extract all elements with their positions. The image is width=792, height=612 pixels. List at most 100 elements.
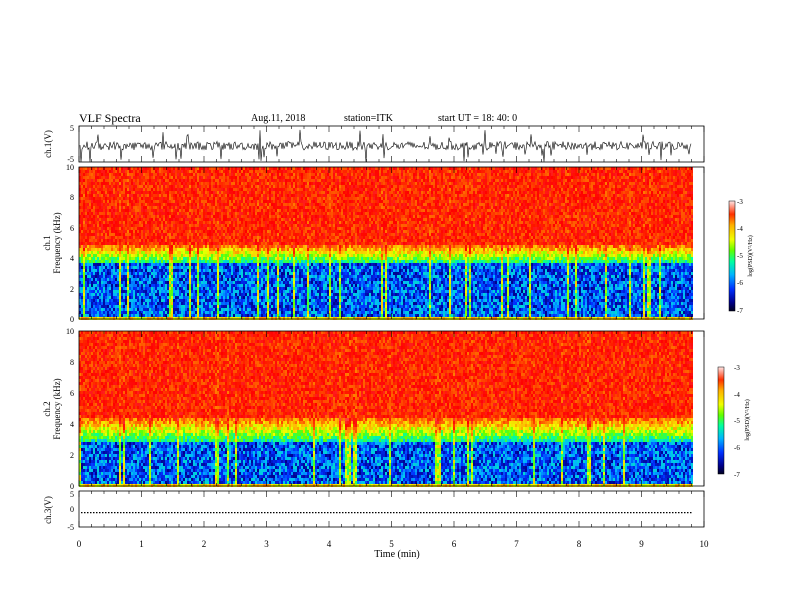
ch1-spectrogram-cell (137, 296, 139, 299)
ch1-spectrogram-cell (221, 287, 223, 290)
ch1-spectrogram-cell (241, 302, 243, 305)
ch1-spectrogram-cell (267, 218, 269, 221)
ch1-spectrogram-cell (79, 167, 81, 170)
ch1-spectrogram-cell (211, 182, 213, 185)
ch1-spectrogram-cell (195, 221, 197, 224)
ch1-spectrogram-cell (161, 242, 163, 245)
ch1-spectrogram-cell (115, 284, 117, 287)
ch1-spectrogram-cell (79, 287, 81, 290)
ch1-spectrogram-cell (243, 260, 245, 263)
ch1-spectrogram-cell (213, 170, 215, 173)
ch1-spectrogram-cell (207, 197, 209, 200)
ch1-spectrogram-cell (221, 314, 223, 317)
ch1-spectrogram-cell (147, 269, 149, 272)
ch1-spectrogram-cell (133, 302, 135, 305)
ch1-spectrogram-cell (221, 182, 223, 185)
ch1-spectrogram-cell (117, 263, 119, 266)
ch1-spectrogram-cell (183, 245, 185, 248)
ch1-spectrogram-cell (105, 257, 107, 260)
ch1-spectrogram-cell (171, 305, 173, 308)
ch1-spectrogram-cell (251, 203, 253, 206)
ch1-spectrogram-cell (267, 254, 269, 257)
ch1-spectrogram-cell (241, 182, 243, 185)
ch1-spectrogram-cell (169, 257, 171, 260)
ch1-spectrogram-cell (203, 251, 205, 254)
ch1-spectrogram-cell (143, 260, 145, 263)
ch1-spectrogram-cell (111, 287, 113, 290)
ch1-spectrogram-cell (259, 299, 261, 302)
ch1-spectrogram-cell (113, 200, 115, 203)
ch1-spectrogram-cell (95, 197, 97, 200)
ch1-spectrogram-cell (197, 302, 199, 305)
ch1-spectrogram-cell (175, 197, 177, 200)
ch1-spectrogram-cell (189, 191, 191, 194)
ch1-spectrogram-cell (141, 191, 143, 194)
ch1-spectrogram-cell (159, 302, 161, 305)
ch1-spectrogram-cell (83, 182, 85, 185)
ch1-spectrogram-cell (83, 278, 85, 281)
ch1-spectrogram-cell (213, 266, 215, 269)
ch1-spectrogram-cell (153, 287, 155, 290)
ch1-spectrogram-cell (157, 188, 159, 191)
ch1-spectrogram-cell (129, 287, 131, 290)
ch1-spectrogram-cell (101, 191, 103, 194)
ch1-spectrogram-cell (217, 290, 219, 293)
ch1-spectrogram-cell (247, 293, 249, 296)
ch1-spectrogram-cell (123, 221, 125, 224)
ch1-spectrogram-cell (189, 263, 191, 266)
ch1-spectrogram-cell (159, 197, 161, 200)
ch1-spectrogram-cell (123, 230, 125, 233)
date-label: Aug.11, 2018 (251, 113, 305, 124)
ch1-spectrogram-cell (137, 212, 139, 215)
ch1-spectrogram-cell (151, 287, 153, 290)
ch1-spectrogram-cell (147, 281, 149, 284)
ch1-spectrogram-cell (155, 176, 157, 179)
ch1-spectrogram-cell (223, 233, 225, 236)
ch1-spectrogram-cell (181, 209, 183, 212)
ch1-spectrogram-cell (239, 284, 241, 287)
ch1-spectrogram-cell (269, 215, 271, 218)
ch1-spectrogram-cell (99, 317, 101, 320)
ch1-spectrogram-cell (227, 227, 229, 230)
ch1-spectrogram-cell (99, 194, 101, 197)
ch1-spectrogram-cell (211, 191, 213, 194)
ch1-spectrogram-cell (255, 284, 257, 287)
ch1-spectrogram-cell (175, 170, 177, 173)
ch1-spectrogram-cell (167, 197, 169, 200)
ch1-spectrogram-cell (207, 281, 209, 284)
ch1-spectrogram-cell (165, 215, 167, 218)
ch1-spectrogram-cell (177, 194, 179, 197)
ch1-spectrogram-cell (259, 260, 261, 263)
ch1-spectrogram-cell (263, 209, 265, 212)
ch1-spectrogram-cell (233, 260, 235, 263)
ch1-spectrogram-cell (89, 167, 91, 170)
ch1-spectrogram-cell (143, 212, 145, 215)
ch1-spectrogram-cell (165, 290, 167, 293)
ch1-spectrogram-cell (223, 302, 225, 305)
ch1-spectrogram-cell (89, 278, 91, 281)
ch1-spectrogram-cell (91, 233, 93, 236)
ch1-spectrogram-cell (89, 221, 91, 224)
ch1-spectrogram-cell (265, 215, 267, 218)
ch1-spectrogram-cell (121, 248, 123, 251)
ch1-spectrogram-cell (225, 218, 227, 221)
ch1-spectrogram-cell (209, 206, 211, 209)
ch1-spectrogram-cell (263, 191, 265, 194)
ch1-spectrogram-cell (211, 242, 213, 245)
ch1-spectrogram-cell (189, 284, 191, 287)
ch1-spectrogram-cell (101, 272, 103, 275)
ch1-spectrogram-cell (83, 251, 85, 254)
ch1-spectrogram-cell (123, 176, 125, 179)
ch1-spectrogram-cell (179, 263, 181, 266)
ch1-spectrogram-cell (259, 263, 261, 266)
ch1-spectrogram-cell (145, 236, 147, 239)
ch1-spectrogram-cell (81, 305, 83, 308)
ch1-spectrogram-cell (255, 269, 257, 272)
ch1-spectrogram-cell (121, 194, 123, 197)
ch1-spectrogram-cell (229, 299, 231, 302)
ch1-spectrogram-cell (85, 281, 87, 284)
ch1-spectrogram-cell (223, 305, 225, 308)
ch1-spectrogram-cell (151, 293, 153, 296)
ch1-spectrogram-cell (195, 215, 197, 218)
ch1-spectrogram-cell (255, 248, 257, 251)
